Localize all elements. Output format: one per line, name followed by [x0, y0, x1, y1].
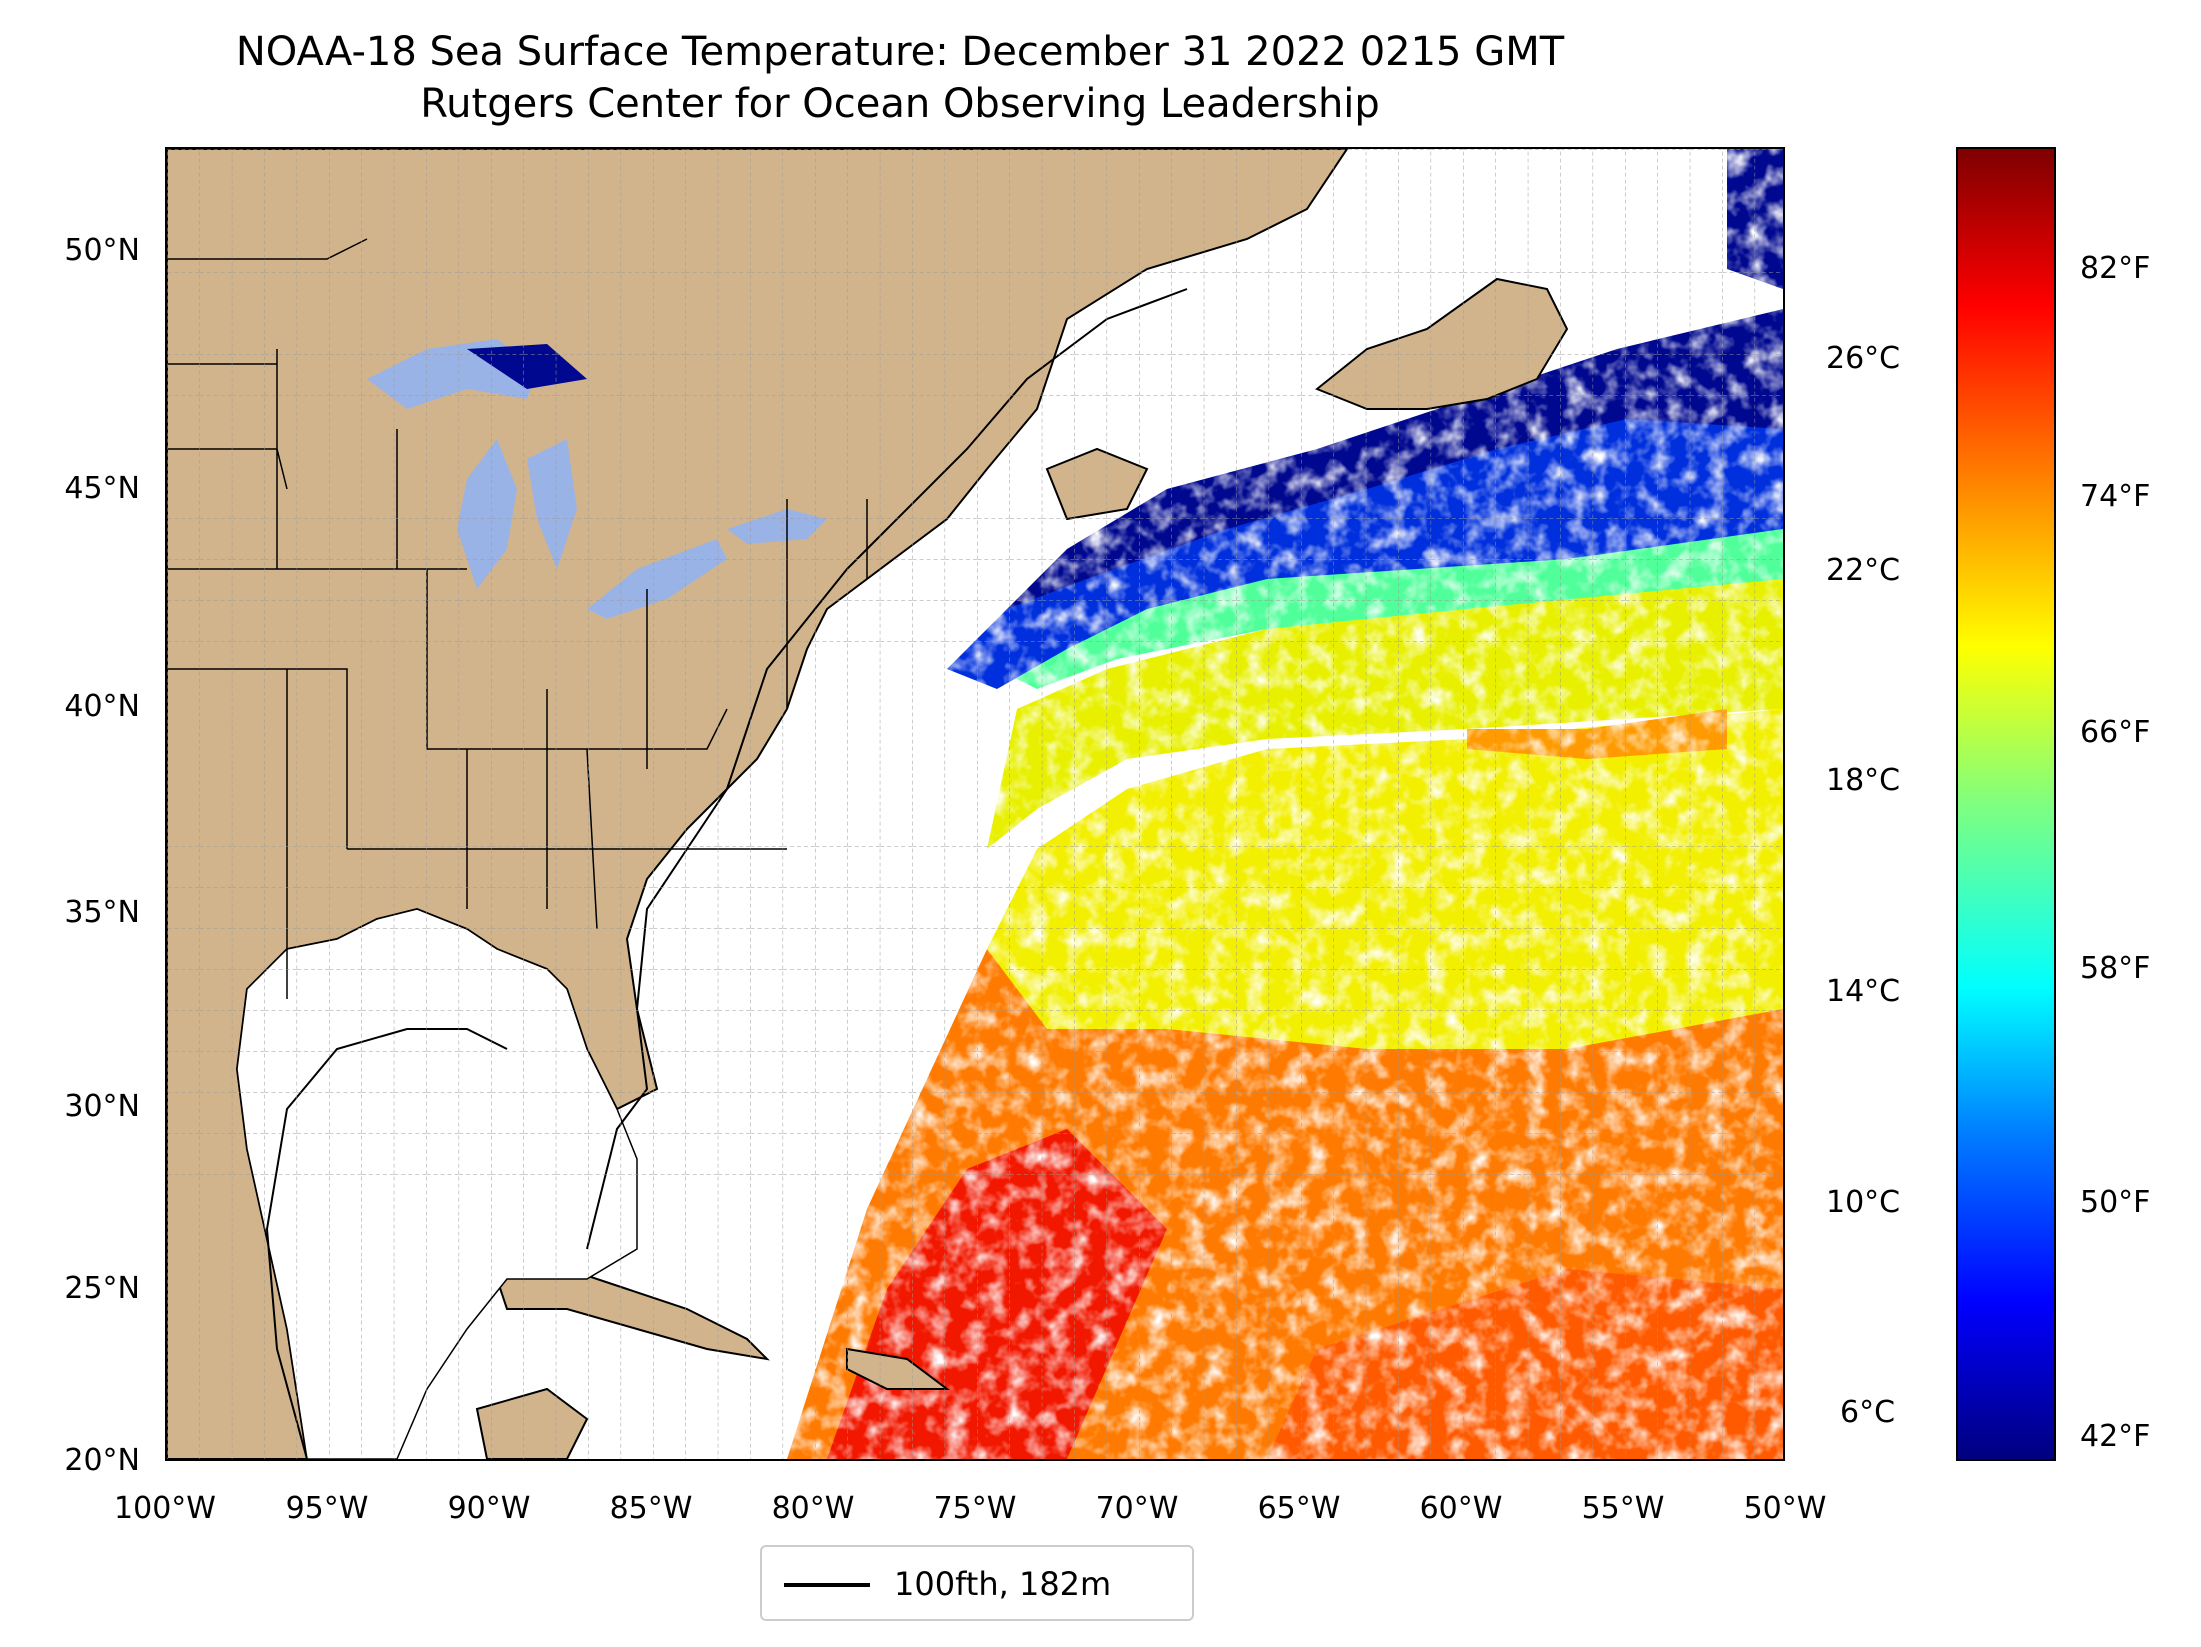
colorbar-fahrenheit-82: 82°F [2080, 251, 2151, 286]
colorbar-celsius-18: 18°C [1826, 763, 1901, 798]
lat-label-25: 25°N [64, 1271, 140, 1306]
graticule [167, 149, 1783, 1459]
colorbar-fahrenheit-66: 66°F [2080, 715, 2151, 750]
lon-label-85w: 85°W [609, 1491, 693, 1526]
temperature-colorbar [1956, 147, 2056, 1461]
lat-label-50: 50°N [64, 233, 140, 268]
lon-label-50w: 50°W [1743, 1491, 1827, 1526]
legend-line-swatch [784, 1583, 870, 1587]
sst-map [165, 147, 1785, 1461]
lat-label-45: 45°N [64, 471, 140, 506]
lat-label-20: 20°N [64, 1443, 140, 1478]
colorbar-fahrenheit-50: 50°F [2080, 1185, 2151, 1220]
colorbar-celsius-26: 26°C [1826, 341, 1901, 376]
lon-label-90w: 90°W [447, 1491, 531, 1526]
lon-label-95w: 95°W [285, 1491, 369, 1526]
colorbar-celsius-6: 6°C [1840, 1395, 1896, 1430]
colorbar-celsius-10: 10°C [1826, 1185, 1901, 1220]
lon-label-80w: 80°W [771, 1491, 855, 1526]
colorbar-fahrenheit-58: 58°F [2080, 951, 2151, 986]
lat-label-40: 40°N [64, 689, 140, 724]
lon-label-55w: 55°W [1581, 1491, 1665, 1526]
lon-label-60w: 60°W [1419, 1491, 1503, 1526]
lat-label-35: 35°N [64, 895, 140, 930]
colorbar-celsius-22: 22°C [1826, 553, 1901, 588]
chart-title: NOAA-18 Sea Surface Temperature: Decembe… [235, 29, 1565, 75]
lon-label-75w: 75°W [933, 1491, 1017, 1526]
colorbar-celsius-14: 14°C [1826, 974, 1901, 1009]
lat-label-30: 30°N [64, 1089, 140, 1124]
lon-label-65w: 65°W [1257, 1491, 1341, 1526]
lon-label-100w: 100°W [114, 1491, 216, 1526]
chart-subtitle: Rutgers Center for Ocean Observing Leade… [420, 81, 1380, 127]
lon-label-70w: 70°W [1095, 1491, 1179, 1526]
legend: 100fth, 182m [760, 1545, 1194, 1621]
colorbar-fahrenheit-74: 74°F [2080, 479, 2151, 514]
legend-label: 100fth, 182m [894, 1565, 1112, 1603]
colorbar-fahrenheit-42: 42°F [2080, 1419, 2151, 1454]
